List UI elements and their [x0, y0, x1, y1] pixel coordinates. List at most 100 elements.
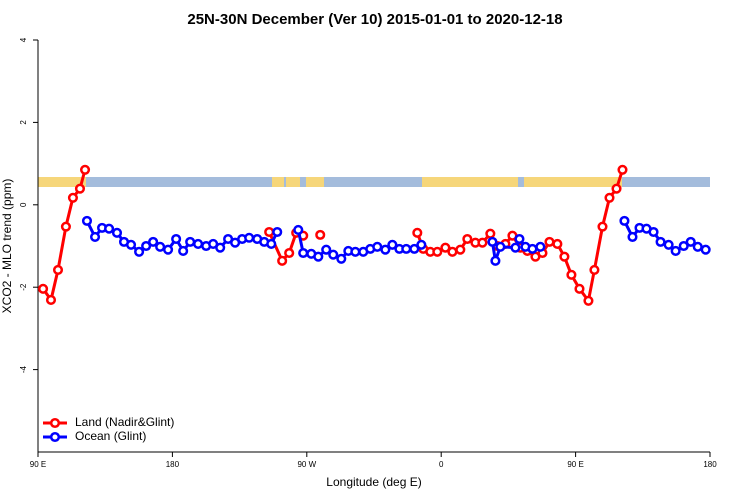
data-point — [412, 227, 423, 238]
y-tick-label: 2 — [19, 120, 28, 125]
data-point — [685, 236, 696, 247]
y-tick-label: -4 — [19, 365, 28, 373]
data-point — [277, 255, 288, 266]
data-point — [141, 240, 152, 252]
data-point — [566, 269, 577, 280]
data-point — [527, 243, 538, 254]
data-point — [589, 264, 600, 275]
data-point — [432, 246, 443, 257]
data-point — [663, 239, 674, 250]
data-point — [552, 238, 563, 249]
data-point — [52, 264, 64, 275]
data-point — [597, 221, 608, 232]
data-point — [264, 226, 275, 238]
data-point — [67, 192, 78, 203]
data-point — [416, 239, 427, 250]
x-tick-label: 90 E — [567, 460, 583, 469]
ocean-strip — [38, 177, 710, 187]
land-strip — [524, 177, 622, 187]
data-point — [79, 164, 91, 175]
data-point — [678, 240, 689, 252]
data-point — [487, 236, 498, 247]
data-point — [125, 239, 137, 250]
data-point — [293, 224, 304, 235]
data-point — [89, 231, 101, 242]
data-point — [178, 245, 189, 256]
data-point — [583, 295, 594, 306]
data-point — [495, 241, 506, 252]
data-point — [45, 294, 57, 306]
data-point — [266, 238, 277, 249]
y-tick-label: -2 — [19, 283, 28, 291]
x-tick-label: 180 — [703, 460, 717, 469]
data-point — [611, 183, 622, 194]
data-point — [163, 244, 174, 255]
data-point — [440, 242, 451, 253]
data-point — [574, 283, 585, 294]
data-point — [111, 227, 123, 238]
data-point — [350, 246, 361, 257]
data-point — [148, 236, 159, 247]
data-point — [514, 233, 525, 245]
data-point — [544, 236, 555, 247]
data-point — [627, 231, 638, 242]
data-point — [185, 236, 196, 247]
data-point — [447, 246, 458, 257]
data-point — [655, 236, 666, 247]
data-point — [535, 241, 546, 252]
chart-title: 25N-30N December (Ver 10) 2015-01-01 to … — [187, 11, 562, 28]
data-point — [380, 244, 391, 255]
land-strip — [306, 177, 324, 187]
data-point — [648, 226, 659, 238]
land-strip — [272, 177, 284, 187]
data-point — [477, 237, 488, 248]
data-point — [321, 244, 332, 255]
data-point — [244, 232, 255, 243]
data-point — [336, 253, 347, 264]
legend-marker — [49, 431, 61, 443]
data-point — [272, 226, 283, 238]
data-point — [604, 192, 615, 203]
data-point — [617, 164, 628, 175]
land-ocean-strip — [38, 177, 710, 187]
data-point — [510, 242, 521, 253]
data-point — [298, 247, 309, 259]
y-axis-label: XCO2 - MLO trend (ppm) — [0, 179, 14, 314]
y-tick-label: 4 — [19, 37, 28, 42]
data-point — [401, 243, 412, 254]
data-point — [692, 241, 703, 252]
x-tick-label: 0 — [439, 460, 444, 469]
land-strip — [422, 177, 518, 187]
data-point — [81, 215, 93, 226]
data-point — [670, 245, 681, 256]
data-point — [387, 239, 398, 250]
data-point — [171, 233, 182, 245]
data-point — [74, 183, 86, 194]
data-point — [490, 255, 501, 266]
data-point — [619, 215, 630, 226]
data-point — [134, 246, 145, 257]
data-point — [215, 242, 226, 253]
data-point — [328, 249, 339, 260]
data-point — [455, 244, 466, 255]
data-point — [462, 233, 473, 245]
y-tick-label: 0 — [19, 202, 28, 207]
data-point — [409, 243, 420, 254]
data-point — [313, 251, 324, 262]
data-point — [284, 247, 295, 259]
x-tick-label: 180 — [166, 460, 180, 469]
land-strip — [38, 177, 86, 187]
legend-label: Ocean (Glint) — [75, 429, 146, 443]
x-tick-label: 90 E — [30, 460, 46, 469]
legend-label: Land (Nadir&Glint) — [75, 415, 174, 429]
x-axis-label: Longitude (deg E) — [326, 475, 421, 489]
data-point — [372, 241, 383, 252]
data-point — [193, 238, 204, 249]
data-point — [38, 283, 49, 294]
data-point — [155, 241, 166, 252]
land-strip — [286, 177, 300, 187]
data-point — [60, 221, 71, 232]
legend-marker — [49, 417, 61, 429]
x-tick-label: 90 W — [297, 460, 316, 469]
